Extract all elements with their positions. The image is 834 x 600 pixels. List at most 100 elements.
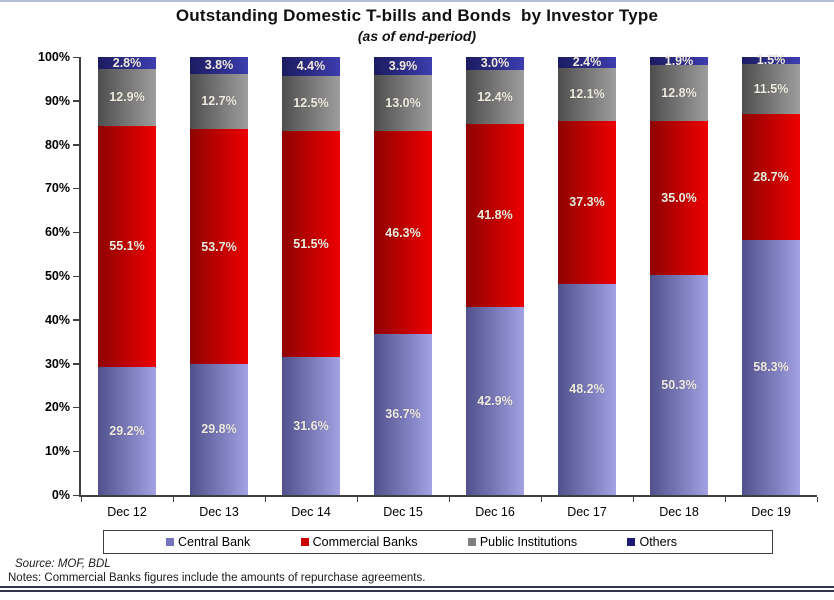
bar-value-label: 41.8% [477,208,513,223]
bar-value-label: 46.3% [385,225,421,240]
x-axis-tick [724,497,726,502]
bar-value-label: 37.3% [569,194,605,209]
y-axis-tick-label: 80% [44,137,70,152]
bar-segment-commercial-banks: 41.8% [466,124,524,308]
bar-segment-central-bank: 42.9% [466,307,524,495]
bar-segment-public-institutions: 12.8% [650,65,708,122]
bar-segment-others: 2.4% [558,55,616,70]
bar-value-label: 28.7% [753,169,789,184]
legend-item-public-institutions: Public Institutions [467,535,578,549]
bar-value-label: 50.3% [661,377,697,392]
bar-segment-public-institutions: 12.5% [282,76,340,132]
x-axis-label: Dec 13 [199,505,239,519]
bar-value-label: 12.4% [477,89,513,104]
y-axis-tick-label: 20% [44,400,70,415]
bar-segment-others: 4.4% [282,57,340,77]
legend-label: Central Bank [178,535,251,549]
bar-value-label: 4.4% [296,59,326,74]
bar-segment-central-bank: 29.2% [98,367,156,495]
x-axis-label: Dec 17 [567,505,607,519]
y-axis-tick [73,494,79,496]
bar-value-label: 53.7% [201,239,237,254]
bar-group-dec-12: 29.2% 55.1% 12.9% 2.8% [98,57,156,495]
bar-value-label: 1.5% [756,53,786,68]
bar-segment-others: 3.0% [466,55,524,70]
bar-segment-commercial-banks: 37.3% [558,120,616,284]
x-axis-label: Dec 14 [291,505,331,519]
bar-segment-commercial-banks: 35.0% [650,121,708,275]
bar-segment-public-institutions: 11.5% [742,63,800,114]
legend-swatch-icon [166,538,174,546]
bar-value-label: 12.1% [569,86,605,101]
x-axis-line [79,495,817,497]
bar-segment-central-bank: 31.6% [282,356,340,495]
bar-segment-others: 1.5% [742,53,800,68]
bar-group-dec-16: 42.9% 41.8% 12.4% 3.0% [466,55,524,495]
x-axis-label: Dec 19 [751,505,791,519]
y-axis-tick-label: 0% [51,488,70,502]
bar-segment-public-institutions: 12.1% [558,67,616,121]
y-axis-tick-label: 60% [44,225,70,240]
legend-label: Public Institutions [479,535,578,549]
bar-value-label: 3.8% [204,58,234,73]
x-axis-tick [356,497,358,502]
bar-value-label: 31.6% [293,418,329,433]
chart-subtitle: (as of end-period) [357,28,477,44]
bar-value-label: 2.8% [112,55,142,70]
bar-segment-public-institutions: 12.7% [190,73,248,130]
bar-segment-commercial-banks: 28.7% [742,113,800,240]
bar-value-label: 3.9% [388,58,418,73]
y-axis-tick [73,363,79,365]
bar-value-label: 35.0% [661,190,697,205]
bar-value-label: 12.9% [109,90,145,105]
bar-value-label: 12.5% [293,96,329,111]
bar-value-label: 36.7% [385,407,421,422]
y-axis-tick-label: 100% [38,50,70,64]
bar-value-label: 13.0% [385,95,421,110]
bar-group-dec-15: 36.7% 46.3% 13.0% 3.9% [374,57,432,495]
legend: Central Bank Commercial Banks Public Insti… [103,530,773,554]
bar-segment-central-bank: 29.8% [190,364,248,495]
x-axis-tick [264,497,266,502]
y-axis-tick [73,319,79,321]
legend-label: Commercial Banks [312,535,418,549]
bar-value-label: 11.5% [753,81,789,96]
y-axis-tick-label: 50% [44,269,70,283]
bar-value-label: 3.0% [480,55,510,70]
bar-value-label: 1.9% [664,53,694,68]
x-axis-label: Dec 15 [383,505,423,519]
legend-item-central-bank: Central Bank [166,535,250,549]
bar-segment-central-bank: 36.7% [374,334,432,495]
y-axis-tick-label: 70% [44,181,70,196]
bar-group-dec-19: 58.3% 28.7% 11.5% 1.5% [742,53,800,495]
x-axis-label: Dec 16 [475,505,515,519]
x-axis-tick [80,497,82,502]
x-axis-tick [172,497,174,502]
bar-segment-central-bank: 48.2% [558,283,616,495]
bar-group-dec-13: 29.8% 53.7% 12.7% 3.8% [190,57,248,495]
bar-segment-commercial-banks: 53.7% [190,129,248,365]
bottom-divider-top [0,586,834,588]
y-axis-tick [73,275,79,277]
legend-swatch-icon [467,538,476,546]
bar-value-label: 58.3% [753,360,789,375]
top-divider [0,0,834,2]
chart-title: Outstanding Domestic T-bills and Bonds b… [175,6,659,25]
y-axis-tick-label: 90% [44,93,70,108]
y-axis-tick [73,406,79,409]
legend-item-others: Others [627,535,677,549]
x-axis-tick [540,497,542,502]
y-axis-tick-label: 30% [44,356,70,371]
x-axis-tick [816,497,818,502]
y-axis-tick-label: 40% [44,312,70,327]
bar-value-label: 2.4% [572,55,602,70]
y-axis-tick [73,450,79,453]
bar-value-label: 55.1% [109,239,145,254]
y-axis-line [79,57,81,497]
legend-label: Others [639,535,677,549]
y-axis-tick [73,187,79,190]
legend-item-commercial-banks: Commercial Banks [300,535,418,549]
legend-swatch-icon [627,538,636,546]
bar-segment-public-institutions: 13.0% [374,74,432,132]
